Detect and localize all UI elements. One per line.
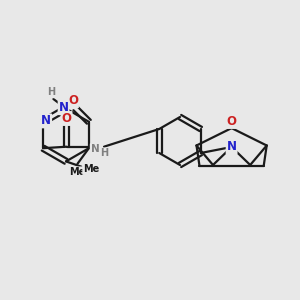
Text: H: H	[100, 148, 108, 158]
Text: Me: Me	[69, 167, 85, 177]
Text: Me: Me	[83, 164, 99, 174]
Text: O: O	[61, 112, 71, 125]
Text: N: N	[41, 114, 51, 128]
Text: N: N	[91, 144, 99, 154]
Text: O: O	[68, 94, 78, 107]
Text: N: N	[58, 101, 69, 114]
Text: N: N	[226, 140, 237, 154]
Text: O: O	[226, 115, 237, 128]
Text: H: H	[47, 87, 56, 98]
